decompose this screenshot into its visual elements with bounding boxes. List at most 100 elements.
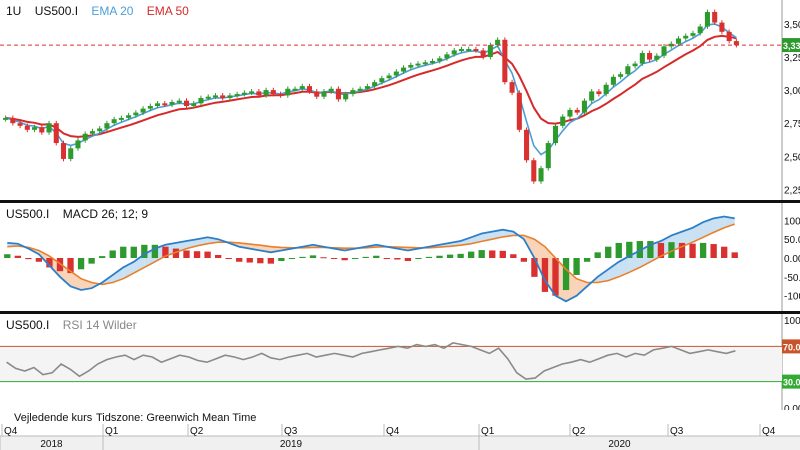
rsi-legend: US500.I RSI 14 Wilder xyxy=(6,318,147,332)
price-tick-label: 3,50 xyxy=(784,20,800,31)
macd-tick-label: -100 xyxy=(784,292,800,303)
candle-body xyxy=(364,86,370,89)
macd-chart[interactable]: 100 50.0 0.00 -50.0 -100 xyxy=(0,203,800,311)
macd-cloud-segment xyxy=(576,278,588,296)
candle-body xyxy=(668,43,674,47)
macd-cloud-segment xyxy=(597,269,609,283)
macd-histogram-bar xyxy=(46,258,53,268)
macd-histogram-bar xyxy=(552,258,559,296)
macd-histogram-bar xyxy=(541,258,549,292)
candle-body xyxy=(560,116,566,126)
year-label: 2019 xyxy=(280,439,303,450)
candle-body xyxy=(162,103,168,106)
candle-body xyxy=(82,133,88,141)
interval-label[interactable]: 1U xyxy=(6,4,22,18)
macd-histogram-bar xyxy=(605,246,612,258)
macd-histogram-bar xyxy=(246,258,253,263)
ema50-line xyxy=(5,34,737,138)
macd-histogram-bar xyxy=(478,250,485,258)
year-label: 2018 xyxy=(40,439,63,450)
macd-indicator-label[interactable]: MACD 26; 12; 9 xyxy=(62,207,149,221)
macd-histogram-bar xyxy=(35,258,43,262)
rsi-tick-label: 30.0 xyxy=(783,378,800,388)
macd-histogram-bar xyxy=(699,242,707,258)
candle-body xyxy=(429,60,436,63)
candle-body xyxy=(285,88,291,96)
price-tick-label: 2,50 xyxy=(784,152,800,163)
macd-histogram-bar xyxy=(330,258,338,259)
candle-body xyxy=(422,62,428,65)
price-tick-label: 2,75 xyxy=(784,119,800,130)
macd-cloud-segment xyxy=(112,267,124,283)
ema50-legend[interactable]: EMA 50 xyxy=(146,4,189,18)
candle-body xyxy=(147,105,153,109)
candle-body xyxy=(68,148,74,159)
candle-body xyxy=(133,112,139,116)
macd-histogram-bar xyxy=(151,244,159,258)
candle-body xyxy=(176,100,182,103)
candle-body xyxy=(306,86,313,92)
macd-histogram-bar xyxy=(162,246,169,258)
macd-histogram-bar xyxy=(394,258,401,260)
macd-cloud-segment xyxy=(70,271,82,290)
price-legend: 1U US500.I EMA 20 EMA 50 xyxy=(6,4,199,18)
macd-histogram-bar xyxy=(236,258,243,262)
macd-histogram-bar xyxy=(626,241,633,258)
candle-body xyxy=(444,54,450,59)
price-chart[interactable]: 3,50 3,25 3,00 2,75 2,50 2,25 3,33 xyxy=(0,0,800,200)
symbol-label[interactable]: US500.I xyxy=(34,4,79,18)
macd-histogram-bar xyxy=(731,252,738,258)
candle-body xyxy=(473,49,479,52)
candle-body xyxy=(299,86,305,89)
last-price-badge xyxy=(782,38,800,53)
candle-body xyxy=(408,64,414,68)
candle-body xyxy=(480,50,486,57)
rsi-panel: 100 70.0 30.0 0.00 US500.I RSI 14 Wilder xyxy=(0,314,800,410)
macd-tick-label: 50.0 xyxy=(784,235,800,246)
macd-histogram-bar xyxy=(288,258,296,259)
macd-histogram-bar xyxy=(320,257,327,259)
macd-histogram-bar xyxy=(457,253,464,258)
candle-body xyxy=(256,91,262,96)
macd-histogram-bar xyxy=(341,258,348,261)
macd-panel: 100 50.0 0.00 -50.0 -100 US500.I MACD 26; 12… xyxy=(0,203,800,311)
year-row-bg xyxy=(0,436,800,450)
price-tick-label: 2,25 xyxy=(784,185,800,196)
candle-body xyxy=(697,26,703,34)
ema20-legend[interactable]: EMA 20 xyxy=(91,4,134,18)
candle-body xyxy=(654,55,660,60)
candle-body xyxy=(603,84,609,95)
candle-body xyxy=(328,88,334,92)
candle-body xyxy=(169,102,175,105)
rsi-symbol-label[interactable]: US500.I xyxy=(6,318,50,332)
candle-body xyxy=(39,127,45,133)
candle-body xyxy=(704,11,710,27)
macd-histogram-bar xyxy=(489,250,496,258)
macd-histogram-bar xyxy=(257,258,264,264)
macd-histogram-bar xyxy=(120,246,127,258)
macd-line xyxy=(7,215,735,303)
candle-body xyxy=(89,131,95,134)
rsi-tick-label: 100 xyxy=(784,316,800,327)
time-axis[interactable]: Q4 Q1 Q2 Q3 Q4 Q1 Q2 Q3 Q4 2018 2019 2020 xyxy=(0,424,800,450)
candle-body xyxy=(10,117,16,124)
macd-histogram-bar xyxy=(183,250,190,258)
candle-body xyxy=(314,91,320,97)
rsi-indicator-label[interactable]: RSI 14 Wilder xyxy=(62,318,137,332)
macd-histogram-bar xyxy=(141,244,148,258)
quarter-label: Q2 xyxy=(190,426,204,437)
candle-body xyxy=(183,100,190,106)
candle-body xyxy=(270,90,276,95)
rsi-level-badge xyxy=(782,374,800,389)
macd-symbol-label[interactable]: US500.I xyxy=(6,207,50,221)
candle-body xyxy=(625,66,631,75)
candle-body xyxy=(683,35,689,39)
price-tick-label: 3,00 xyxy=(784,86,800,97)
macd-histogram-bar xyxy=(573,258,580,275)
candle-body xyxy=(357,88,363,91)
macd-histogram-bar xyxy=(425,256,433,258)
rsi-chart[interactable]: 100 70.0 30.0 0.00 xyxy=(0,314,800,410)
last-price-label: 3,33 xyxy=(783,41,800,51)
quarter-label: Q4 xyxy=(4,426,18,437)
ema20-line xyxy=(5,23,737,156)
